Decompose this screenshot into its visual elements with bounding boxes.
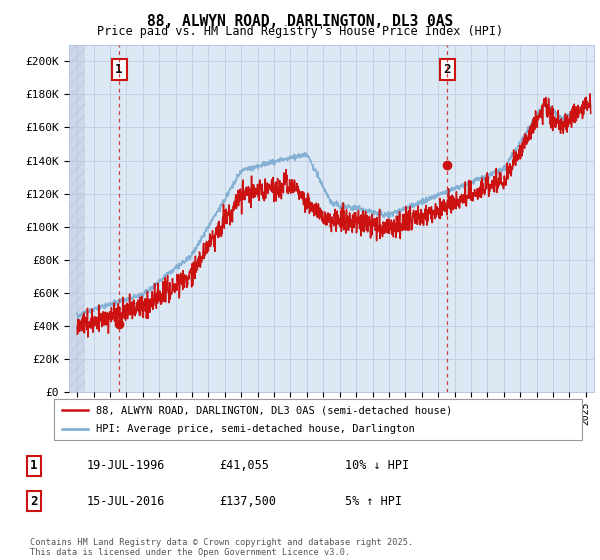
Text: 2: 2 (443, 63, 451, 76)
Text: 10% ↓ HPI: 10% ↓ HPI (345, 459, 409, 473)
Bar (69, 45, 85, 392)
Text: 15-JUL-2016: 15-JUL-2016 (87, 494, 166, 508)
Text: 2: 2 (30, 494, 37, 508)
Text: HPI: Average price, semi-detached house, Darlington: HPI: Average price, semi-detached house,… (96, 424, 415, 433)
Text: £137,500: £137,500 (219, 494, 276, 508)
FancyBboxPatch shape (54, 399, 582, 440)
Text: £41,055: £41,055 (219, 459, 269, 473)
Text: 88, ALWYN ROAD, DARLINGTON, DL3 0AS (semi-detached house): 88, ALWYN ROAD, DARLINGTON, DL3 0AS (sem… (96, 405, 452, 415)
Text: Contains HM Land Registry data © Crown copyright and database right 2025.
This d: Contains HM Land Registry data © Crown c… (30, 538, 413, 557)
Text: 5% ↑ HPI: 5% ↑ HPI (345, 494, 402, 508)
Text: 88, ALWYN ROAD, DARLINGTON, DL3 0AS: 88, ALWYN ROAD, DARLINGTON, DL3 0AS (147, 14, 453, 29)
Bar (69, 45, 85, 392)
Text: 1: 1 (115, 63, 123, 76)
Text: 19-JUL-1996: 19-JUL-1996 (87, 459, 166, 473)
Text: 1: 1 (30, 459, 37, 473)
Text: Price paid vs. HM Land Registry's House Price Index (HPI): Price paid vs. HM Land Registry's House … (97, 25, 503, 38)
